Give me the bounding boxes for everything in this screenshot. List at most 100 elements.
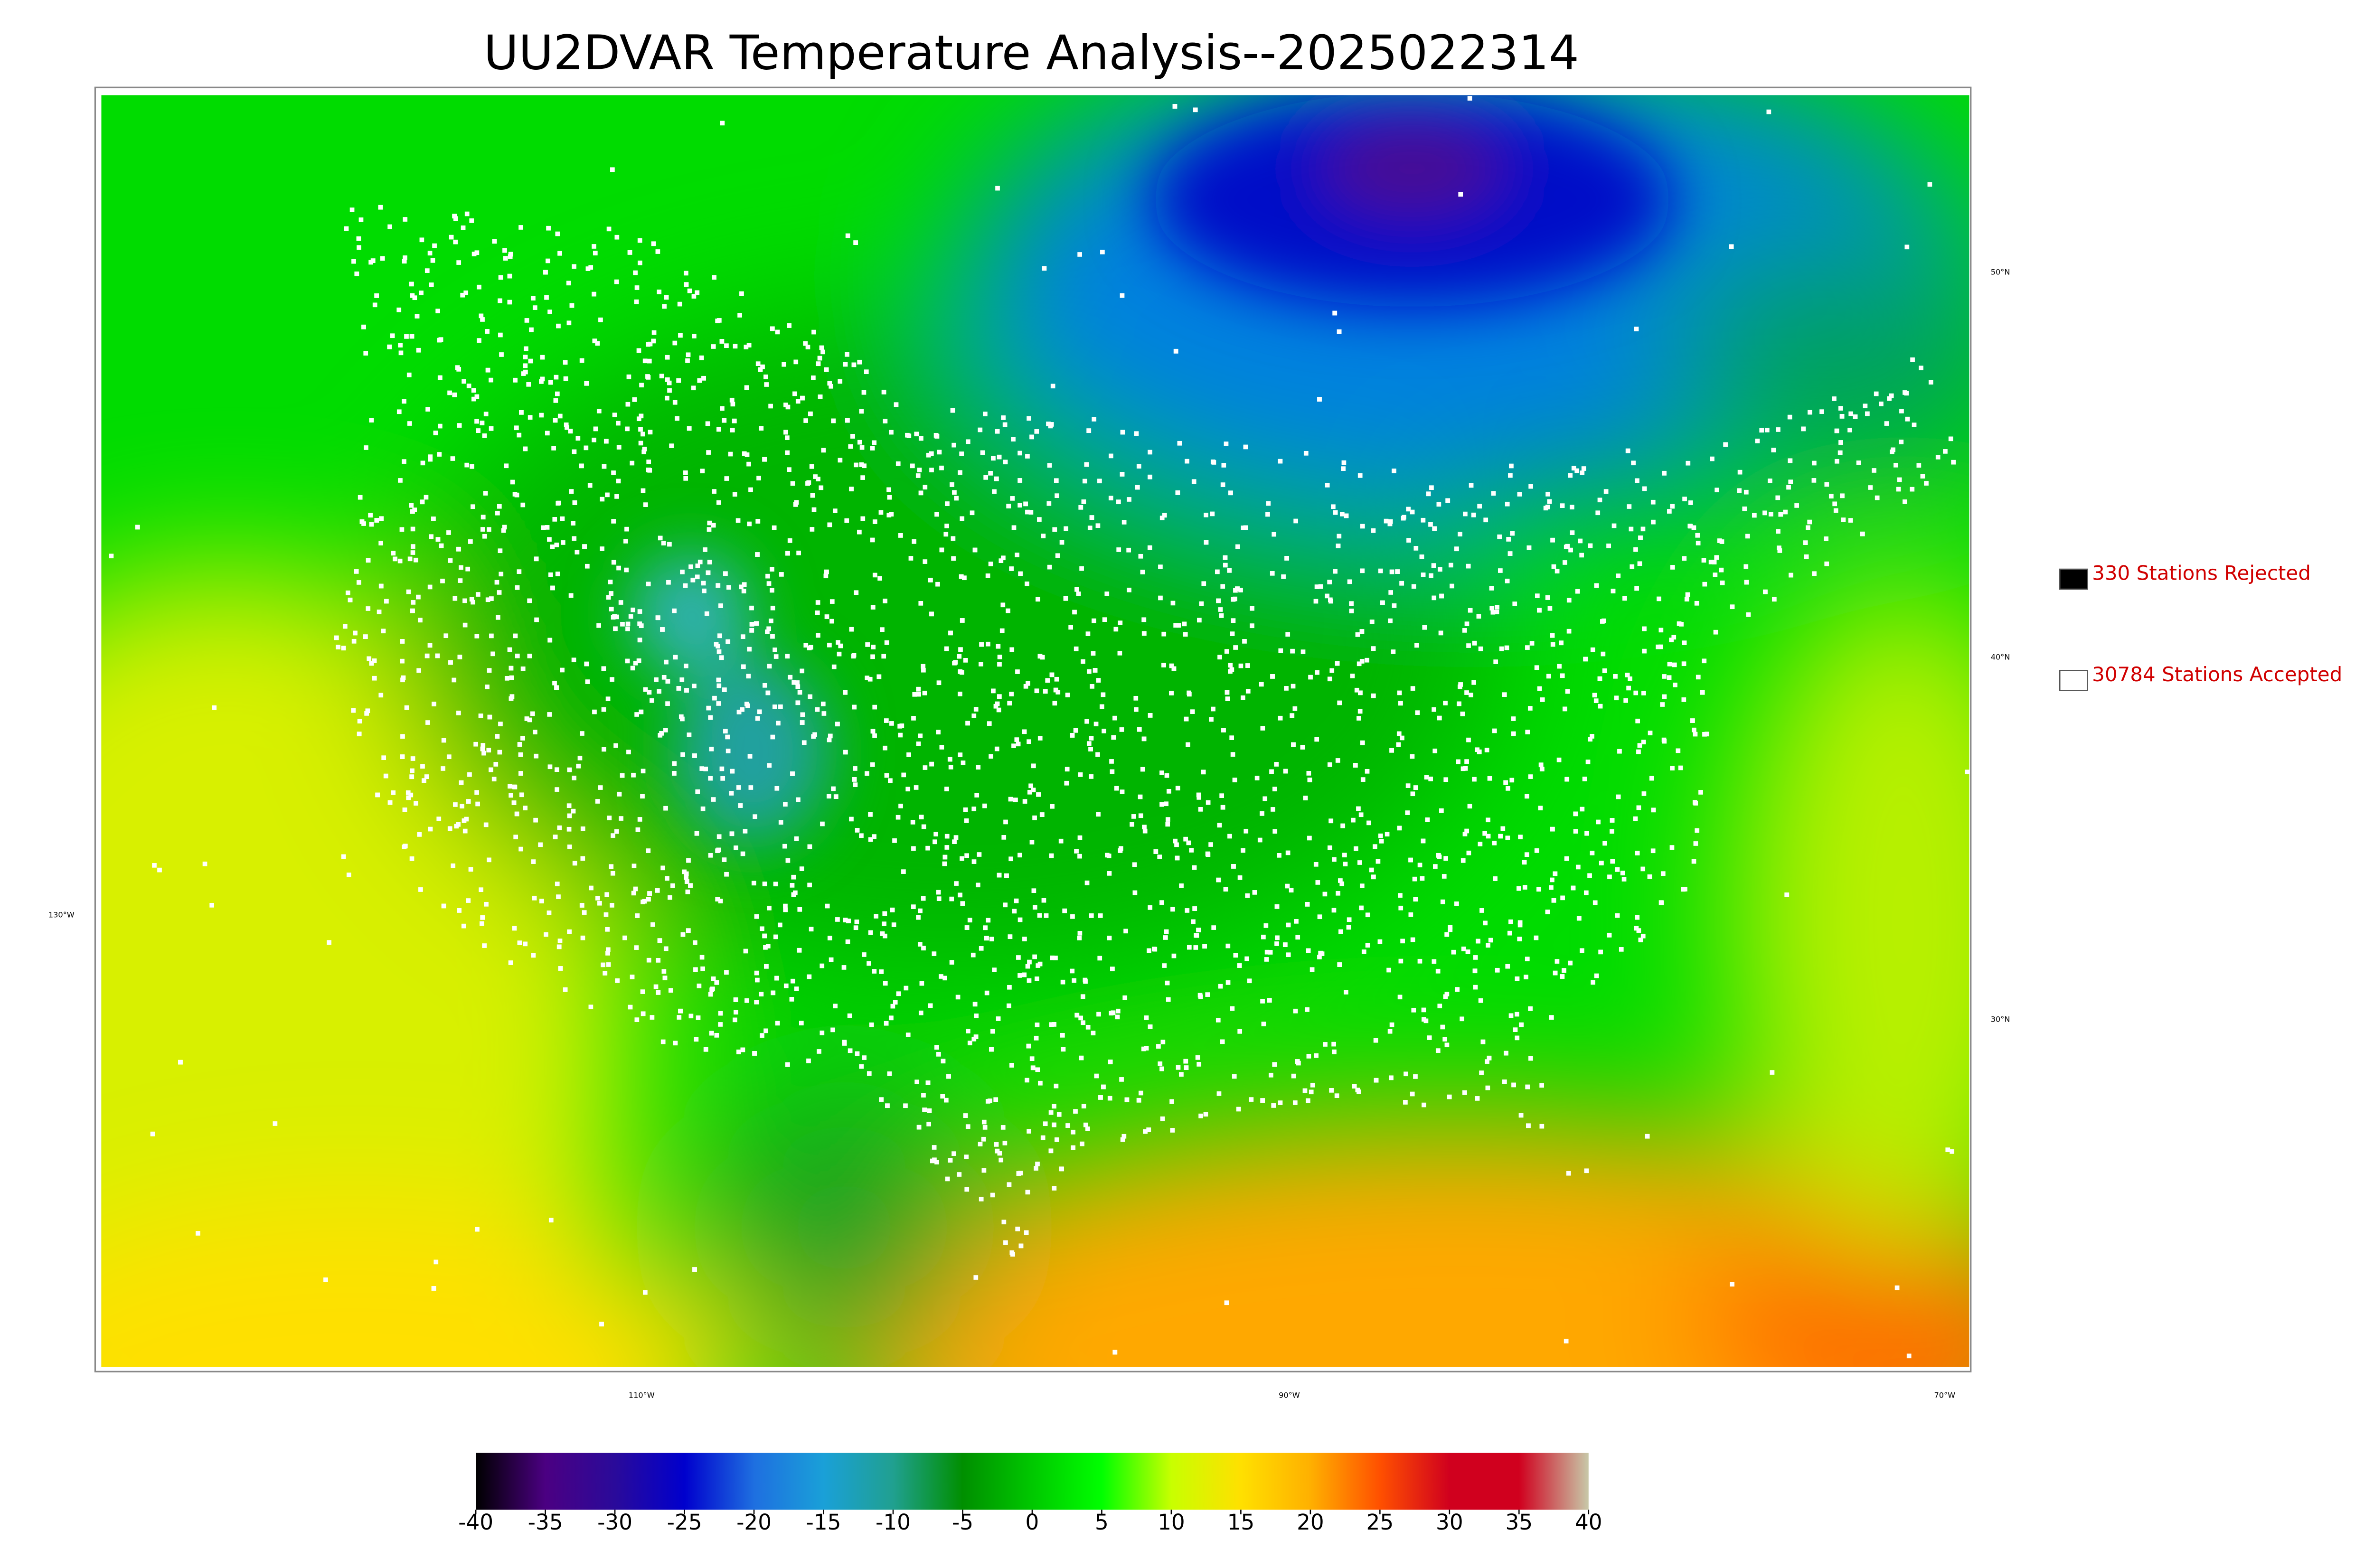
station-dot [665, 396, 669, 401]
station-dot [1185, 459, 1189, 464]
station-dot [1271, 1103, 1276, 1108]
station-dot [1437, 502, 1441, 507]
station-dot [1598, 704, 1603, 709]
station-dot [979, 1197, 984, 1202]
station-dot [1667, 662, 1672, 667]
station-dot [611, 470, 616, 475]
station-dot [1594, 974, 1599, 978]
station-dot [1098, 1095, 1103, 1100]
station-dot [831, 787, 836, 791]
station-dot [716, 644, 720, 648]
station-dot [435, 654, 440, 658]
station-dot [1041, 534, 1046, 538]
station-dot [1096, 1012, 1101, 1017]
station-dot [748, 754, 753, 759]
station-dot [515, 812, 519, 817]
station-dot [1325, 483, 1330, 488]
station-dot [810, 493, 815, 498]
station-dot [1481, 1040, 1486, 1044]
station-dot [1221, 482, 1225, 487]
station-dot [871, 605, 876, 610]
station-dot [940, 745, 944, 750]
station-dot [1552, 564, 1556, 569]
station-dot [1564, 777, 1569, 782]
station-dot [697, 984, 702, 988]
station-dot [634, 300, 639, 304]
station-dot [1002, 1220, 1007, 1224]
station-dot [1420, 876, 1425, 881]
station-dot [360, 519, 365, 524]
station-dot [740, 1048, 745, 1052]
station-dot [1038, 1081, 1043, 1086]
station-dot [410, 769, 415, 773]
station-dot [1233, 645, 1238, 650]
station-dot [1530, 641, 1535, 646]
station-dot [1518, 835, 1523, 839]
station-dot [745, 452, 750, 457]
station-dot [1502, 1080, 1507, 1084]
station-dot [369, 522, 374, 527]
station-dot [1454, 901, 1459, 906]
station-dot [972, 859, 977, 864]
station-dot [1046, 501, 1051, 506]
station-dot [767, 763, 772, 768]
station-dot [1639, 938, 1643, 942]
station-dot [554, 375, 559, 380]
station-dot [1432, 563, 1436, 568]
station-dot [455, 365, 460, 370]
station-dot [830, 1028, 835, 1033]
station-dot [409, 774, 414, 779]
station-dot [812, 732, 817, 737]
station-dot [1700, 690, 1705, 695]
station-dot [1485, 748, 1489, 752]
station-dot [916, 692, 921, 697]
station-dot [1089, 736, 1094, 741]
station-dot [593, 251, 598, 255]
station-dot [725, 735, 730, 740]
station-dot [1247, 978, 1252, 983]
station-dot [486, 748, 491, 752]
station-dot [1340, 512, 1345, 516]
station-dot [1159, 770, 1164, 775]
station-dot [539, 413, 544, 418]
station-dot [1323, 1042, 1328, 1047]
station-dot [1291, 742, 1296, 747]
station-dot [1633, 817, 1638, 821]
station-dot [1102, 617, 1107, 622]
station-dot [617, 445, 622, 450]
station-dot [888, 778, 893, 783]
station-dot [1555, 959, 1560, 964]
station-dot [1137, 1098, 1141, 1103]
station-dot [1206, 800, 1211, 805]
station-dot [1175, 490, 1180, 495]
station-dot [870, 762, 875, 767]
station-dot [408, 556, 413, 561]
station-dot [1003, 460, 1008, 464]
station-dot [1134, 707, 1139, 712]
station-dot [558, 414, 563, 419]
station-dot [569, 593, 574, 598]
station-dot [1157, 854, 1162, 859]
station-dot [1537, 608, 1542, 613]
station-dot [1493, 876, 1498, 881]
station-dot [873, 573, 877, 578]
station-dot [1046, 422, 1051, 426]
station-dot [555, 232, 560, 236]
station-dot [456, 547, 461, 552]
station-dot [593, 338, 597, 343]
station-dot [672, 609, 677, 613]
station-dot [1406, 507, 1411, 512]
station-dot [463, 623, 468, 628]
station-dot [1198, 993, 1203, 998]
station-dot [1388, 1029, 1393, 1034]
station-dot [1395, 569, 1400, 574]
station-dot [1755, 439, 1760, 443]
station-dot [1563, 707, 1567, 712]
station-dot [641, 769, 646, 773]
station-dot [1571, 886, 1576, 891]
station-dot [452, 596, 457, 601]
station-dot [1110, 967, 1115, 971]
station-dot [880, 627, 885, 632]
station-dot [1622, 596, 1627, 601]
station-dot [1359, 906, 1364, 911]
